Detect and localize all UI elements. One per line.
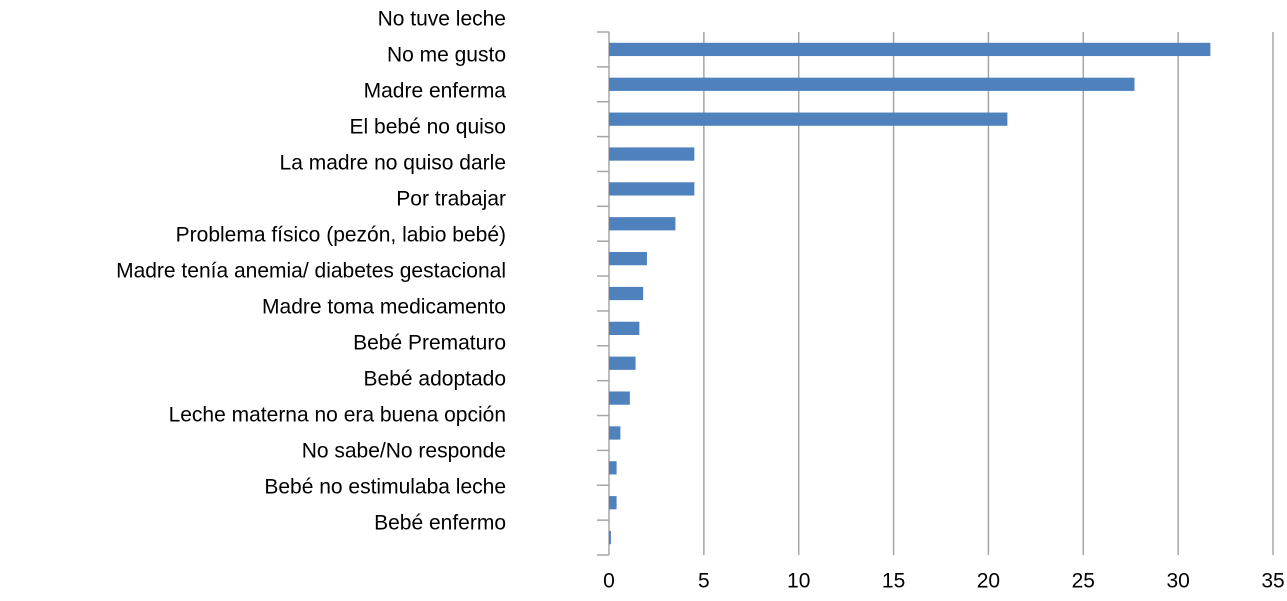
x-tick-label: 5	[698, 570, 710, 593]
y-tick-label: La madre no quiso darle	[280, 152, 506, 175]
bar	[609, 286, 644, 301]
x-tick-label: 35	[1261, 570, 1284, 593]
y-tick-label: Problema físico (pezón, labio bebé)	[176, 224, 506, 247]
bar	[609, 496, 617, 510]
bar	[609, 426, 621, 440]
bar	[609, 356, 636, 370]
x-tick-label: 0	[603, 570, 615, 593]
y-tick-label: El bebé no quiso	[350, 116, 506, 139]
x-tick-label: 25	[1072, 570, 1095, 593]
bar	[609, 147, 695, 161]
y-tick-label: Madre toma medicamento	[262, 296, 506, 319]
bar	[609, 252, 647, 266]
y-tick-label: Bebé adoptado	[364, 368, 506, 391]
bar	[609, 112, 1008, 126]
bar	[609, 182, 695, 196]
y-tick-label: Bebé no estimulaba leche	[264, 476, 506, 499]
x-tick-label: 20	[977, 570, 1000, 593]
y-tick-label: Bebé enfermo	[374, 512, 506, 535]
y-tick-label: Por trabajar	[396, 188, 506, 211]
y-tick-label: Madre enferma	[364, 80, 507, 103]
y-tick-label: Bebé Prematuro	[353, 332, 506, 355]
y-tick-label: No tuve leche	[378, 8, 506, 31]
y-tick-label: Leche materna no era buena opción	[169, 404, 506, 427]
bar	[609, 461, 617, 475]
bar	[609, 77, 1135, 91]
x-tick-label: 10	[787, 570, 810, 593]
bar	[609, 530, 611, 545]
y-tick-label: No me gusto	[387, 44, 506, 67]
y-tick-label: Madre tenía anemia/ diabetes gestacional	[116, 260, 506, 283]
bar	[609, 321, 640, 335]
x-tick-label: 15	[882, 570, 905, 593]
bar	[609, 217, 676, 231]
x-tick-label: 30	[1166, 570, 1189, 593]
bar	[609, 42, 1211, 57]
bar	[609, 391, 630, 405]
y-tick-label: No sabe/No responde	[302, 440, 506, 463]
